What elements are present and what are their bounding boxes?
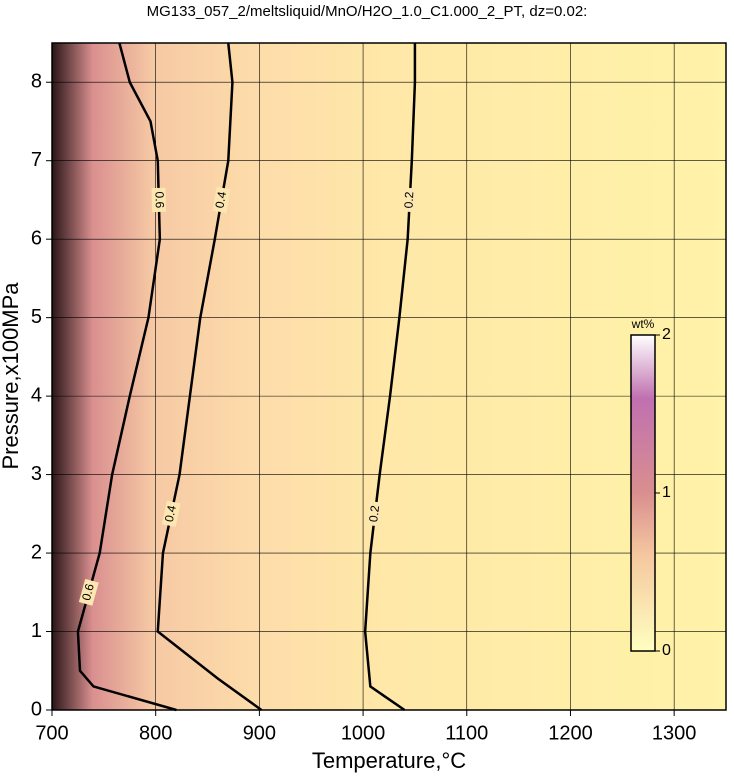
x-tick-label: 1300 [652,722,697,744]
colorbar-tick-label: 1 [662,484,671,501]
colorbar [630,334,656,652]
y-tick-label: 0 [31,698,42,720]
contour-label-bg [212,186,231,213]
contour-label: 0.2 [401,191,416,209]
y-tick-label: 8 [31,71,42,93]
x-tick-label: 1000 [341,722,386,744]
y-tick-label: 3 [31,463,42,485]
y-tick-label: 1 [31,620,42,642]
contour-label-bg [402,187,418,213]
contour-line [156,42,263,712]
contour-line [363,43,417,712]
plot-frame [51,42,727,711]
contour-label: 0.4 [212,190,229,209]
y-tick-label: 5 [31,306,42,328]
contour-label-bg [151,187,167,213]
contour-label: 0.2 [366,504,382,523]
y-tick-label: 2 [31,541,42,563]
x-axis-label: Temperature,°C [312,748,466,773]
x-tick-label: 700 [35,722,68,744]
contour-label: 0.4 [162,504,179,524]
colorbar-tick-label: 2 [662,326,671,343]
x-tick-label: 1200 [548,722,593,744]
y-tick-label: 7 [31,149,42,171]
y-axis-label: Pressure,x100MPa [0,282,23,470]
colorbar-tick-label: 0 [662,642,671,659]
y-tick-label: 4 [31,384,42,406]
x-tick-label: 1100 [445,722,488,744]
chart-title: MG133_057_2/meltsliquid/MnO/H2O_1.0_C1.0… [147,3,588,20]
contour-label-bg [366,501,384,527]
x-tick-label: 900 [243,722,276,744]
x-tick-label: 800 [139,722,172,744]
contour-label: 0.6 [79,582,97,602]
y-tick-label: 6 [31,227,42,249]
plot-background [52,43,726,710]
contour-label-bg [78,578,99,606]
colorbar-label: wt% [631,317,655,331]
contour-line [76,42,177,712]
contour-label: 0.6 [152,191,166,208]
contour-label-bg [161,500,181,528]
